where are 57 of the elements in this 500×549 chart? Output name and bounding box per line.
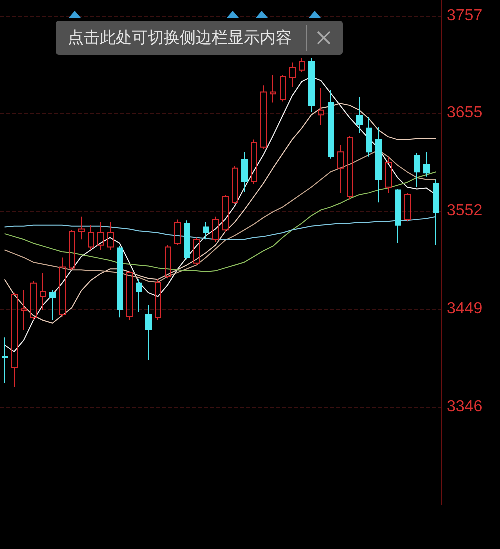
candlestick: [212, 216, 219, 244]
candlestick: [2, 337, 8, 384]
candlestick: [366, 116, 372, 158]
candlestick: [11, 292, 18, 388]
candlestick: [299, 58, 305, 73]
line-series: [4, 172, 437, 272]
annotation: 点击此处可切换侧边栏显示内容: [68, 27, 292, 49]
candlestick: [347, 136, 353, 200]
candlestick: [289, 62, 296, 88]
candlestick: [423, 152, 430, 178]
candlestick: [30, 281, 37, 321]
candlestick: [88, 224, 94, 251]
candlestick: [184, 220, 190, 260]
candlestick: [241, 152, 248, 193]
candlestick: [232, 166, 238, 205]
line-series: [4, 216, 437, 240]
candlestick: [251, 139, 257, 185]
candlestick: [222, 194, 229, 233]
candlestick: [308, 58, 315, 113]
candlestick: [145, 304, 152, 361]
candlestick: [414, 152, 420, 188]
candlestick: [337, 145, 344, 194]
candlestick: [59, 257, 66, 318]
candlestick: [385, 156, 392, 194]
candlestick: [69, 230, 75, 271]
candlestick: [97, 222, 104, 251]
candlestick: [107, 222, 114, 251]
candlestick: [136, 279, 142, 312]
candlestick: [155, 279, 161, 321]
candlestick: [165, 244, 171, 280]
candlestick: [203, 222, 209, 240]
candlestick: [21, 290, 27, 331]
candlestick: [49, 290, 56, 321]
candlestick: [356, 96, 363, 134]
tooltip-box: 点击此处可切换侧边栏显示内容: [56, 21, 343, 55]
candlestick: [126, 270, 133, 321]
y-tick-label: 3346: [447, 398, 483, 416]
y-tick-label: 3757: [447, 8, 483, 25]
candlestick: [328, 90, 334, 160]
candlestick: [270, 74, 276, 104]
line-series: [4, 103, 437, 324]
candlestick: [260, 85, 267, 150]
candlestick: [433, 179, 439, 246]
candlestick: [375, 126, 382, 204]
candlestick: [395, 188, 401, 244]
y-tick-label: 3449: [447, 300, 483, 318]
candlestick: [78, 216, 85, 240]
candlestick: [193, 237, 200, 266]
candlestick: [404, 192, 411, 222]
candlestick: [117, 246, 123, 318]
candlestick: [174, 219, 181, 246]
y-tick-label: 3655: [447, 104, 483, 122]
candlestick: [280, 74, 286, 102]
y-tick-label: 3552: [447, 202, 483, 220]
candlestick: [40, 272, 46, 311]
candlestick: [318, 88, 324, 126]
line-series: [4, 150, 437, 283]
